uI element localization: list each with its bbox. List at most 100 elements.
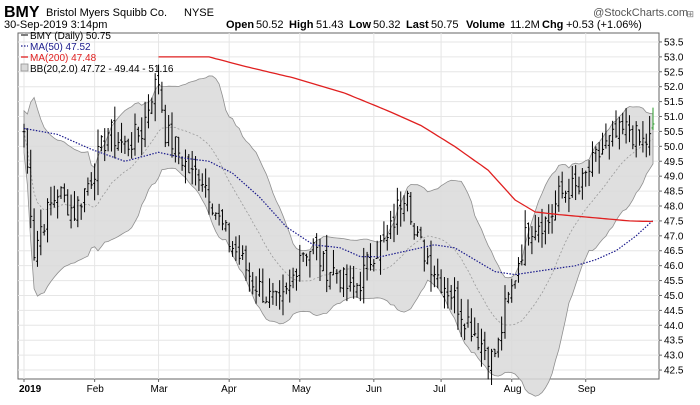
x-tick-label: Jun [366, 384, 382, 395]
price-bar [305, 253, 309, 267]
price-bar [153, 73, 157, 122]
price-bar [560, 171, 564, 199]
price-bar [130, 132, 134, 159]
price-bar [177, 136, 181, 165]
price-bar [543, 216, 547, 245]
y-tick-label: 46.5 [664, 246, 684, 257]
price-bar [86, 177, 90, 196]
price-bar [432, 265, 436, 288]
price-bar [352, 266, 356, 299]
price-bar [308, 250, 312, 278]
price-bar [395, 187, 399, 235]
price-bar [294, 268, 298, 291]
price-bar [126, 138, 130, 157]
price-bar [331, 249, 335, 276]
price-bar [89, 172, 93, 189]
price-bar [210, 203, 214, 216]
price-bar [335, 269, 339, 284]
price-bar [533, 214, 537, 241]
price-bar [580, 167, 584, 200]
price-bar [284, 282, 288, 295]
price-bar [479, 328, 483, 367]
price-bar [348, 265, 352, 292]
price-bar [506, 291, 510, 304]
price-bar [597, 142, 601, 174]
price-bar [382, 221, 386, 243]
price-bar [136, 126, 140, 143]
price-bar [113, 106, 117, 159]
price-bar [298, 244, 302, 282]
watermark: @StockCharts.com [593, 7, 688, 19]
price-bar [62, 183, 66, 203]
price-bar [197, 169, 201, 191]
x-tick-label: Jul [433, 384, 446, 395]
price-bar [389, 210, 393, 240]
price-bar [59, 186, 63, 199]
price-bar [392, 203, 396, 243]
y-tick-label: 52.0 [664, 82, 684, 93]
price-bar [527, 222, 531, 246]
price-bar [29, 149, 33, 229]
price-bar [409, 191, 413, 225]
price-bar [190, 150, 194, 185]
price-bar [167, 115, 171, 147]
price-bar [493, 348, 497, 358]
price-bar [79, 203, 83, 220]
price-bar [469, 308, 473, 342]
price-bar [638, 129, 642, 146]
price-bar [241, 245, 245, 260]
price-bar [163, 104, 167, 148]
moving-averages [23, 56, 654, 276]
price-bar [264, 296, 268, 304]
price-bar [476, 322, 480, 351]
price-bar [224, 220, 228, 232]
y-tick-label: 49.5 [664, 157, 684, 168]
bollinger-band-area [23, 75, 654, 397]
price-bar [362, 247, 366, 304]
price-bar [530, 226, 534, 255]
price-bar [32, 208, 36, 261]
price-bar [76, 196, 80, 228]
price-bar [251, 272, 255, 295]
price-bar [116, 132, 120, 151]
symbol: BMY [4, 4, 40, 21]
y-axis-ticks: 42.5 43.0 43.5 44.0 44.5 45.0 45.5 46.0 46.5 47.0… [659, 37, 684, 377]
open-label: Open [226, 19, 254, 31]
price-bar [157, 64, 161, 95]
price-bar [278, 280, 282, 310]
price-bar [385, 224, 389, 251]
price-bar [56, 189, 60, 219]
y-tick-label: 44.0 [664, 321, 684, 332]
price-bar [271, 282, 275, 305]
price-bar [83, 188, 87, 213]
price-bar [103, 128, 107, 162]
price-bar [567, 178, 571, 213]
y-tick-label: 45.5 [664, 276, 684, 287]
price-bar [624, 108, 628, 144]
price-bar [93, 163, 97, 201]
y-tick-label: 48.0 [664, 202, 684, 213]
price-bar [644, 133, 648, 158]
price-bar [648, 115, 652, 156]
price-bar [160, 81, 164, 113]
price-bar [321, 251, 325, 272]
price-bar [150, 97, 154, 115]
price-bar [96, 129, 100, 196]
y-tick-label: 47.5 [664, 216, 684, 227]
price-bar [345, 264, 349, 302]
price-bar [207, 177, 211, 215]
y-tick-label: 50.5 [664, 127, 684, 138]
price-bar [442, 277, 446, 309]
y-tick-label: 53.0 [664, 52, 684, 63]
price-bar [66, 189, 70, 216]
price-bar [574, 165, 578, 201]
datetime: 30-Sep-2019 3:14pm [4, 19, 107, 31]
price-bar [187, 154, 191, 174]
price-bar [405, 190, 409, 212]
price-bar [587, 160, 591, 187]
chg-label: Chg [542, 19, 563, 31]
price-bar [109, 119, 113, 152]
y-tick-label: 43.0 [664, 351, 684, 362]
price-bar [35, 230, 39, 267]
